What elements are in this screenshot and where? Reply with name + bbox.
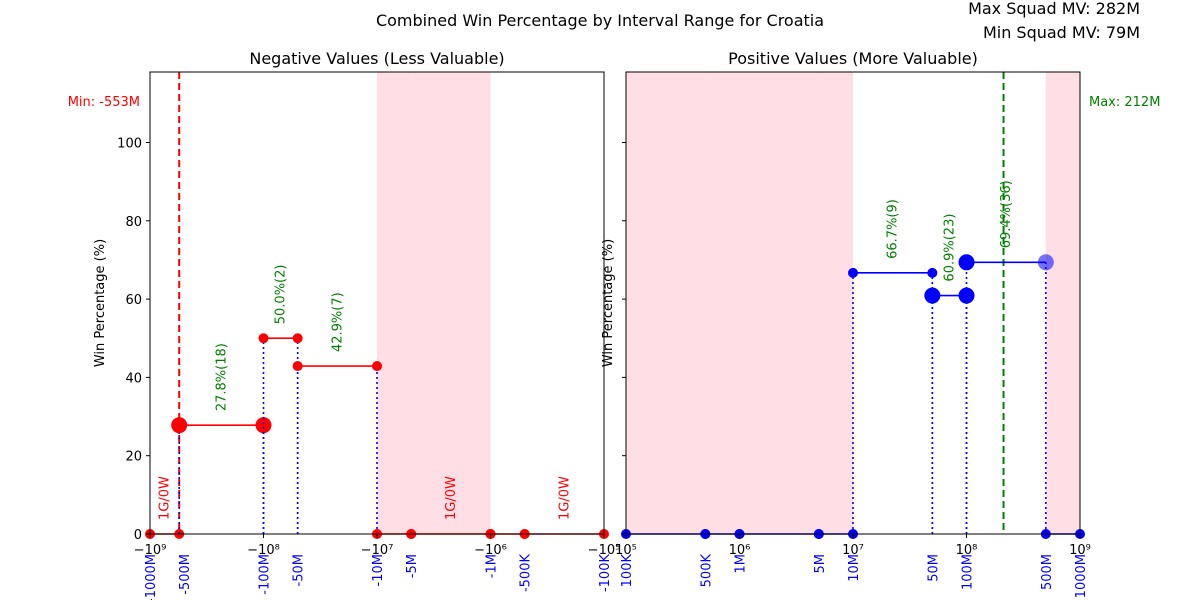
data-label: 1G/0W xyxy=(557,476,572,520)
panel-title: Positive Values (More Valuable) xyxy=(728,49,978,68)
range-tick-label: -100K xyxy=(598,554,613,593)
y-tick-label: 100 xyxy=(117,136,142,151)
data-label: 1G/0W xyxy=(444,476,459,520)
x-tick-label: −10⁶ xyxy=(474,543,507,558)
data-point xyxy=(255,417,272,434)
panel-title: Negative Values (Less Valuable) xyxy=(249,49,504,68)
x-tick-label: −10⁷ xyxy=(361,543,394,558)
data-label: 69.4%(36) xyxy=(999,180,1014,248)
data-label: 66.7%(9) xyxy=(886,199,901,259)
range-tick-label: -100M xyxy=(258,554,273,595)
reference-line-label: Min: -553M xyxy=(68,95,140,110)
range-tick-label: 100M xyxy=(961,554,976,590)
x-tick-label: −10⁹ xyxy=(134,543,167,558)
y-tick-label: 0 xyxy=(134,528,142,543)
data-point xyxy=(292,361,303,372)
panel-positive: Max: 212M 66.7%(9) 60.9%(23) 69.4%(36) Posit… xyxy=(601,49,1160,598)
range-tick-label: 5M xyxy=(813,554,828,574)
shaded-range xyxy=(1045,72,1080,534)
data-point xyxy=(958,254,975,271)
range-tick-label: 100K xyxy=(620,554,635,588)
range-tick-label: 1M xyxy=(734,554,749,574)
shaded-range xyxy=(739,72,819,534)
data-point xyxy=(848,267,858,278)
reference-line-label: Max: 212M xyxy=(1089,95,1160,110)
data-label: 50.0%(2) xyxy=(274,265,289,325)
range-tick-label: 50M xyxy=(926,554,941,582)
max-squad-note: Max Squad MV: 282M xyxy=(968,0,1140,18)
panel-negative: Min: -553M 1G/0W 27.8%(18) 50.0%(2) 42.9%(7)… xyxy=(68,49,621,600)
data-label: 60.9%(23) xyxy=(942,214,957,282)
data-label: 42.9%(7) xyxy=(330,292,345,352)
range-tick-label: -5M xyxy=(405,554,420,578)
range-tick-label: 1000M xyxy=(1074,554,1089,598)
data-point xyxy=(292,333,303,344)
range-tick-label: 500M xyxy=(1040,554,1055,590)
data-point xyxy=(1037,254,1054,271)
data-point xyxy=(958,287,975,304)
range-tick-label: -1000M xyxy=(144,554,159,600)
x-tick-label: 10⁵ xyxy=(615,543,637,558)
y-axis-label: Win Percentage (%) xyxy=(93,239,108,367)
range-tick-label: -500M xyxy=(178,554,193,595)
x-tick-label: 10⁷ xyxy=(842,543,864,558)
shaded-range xyxy=(705,72,740,534)
range-tick-label: -1M xyxy=(485,554,500,578)
x-tick-label: −10⁵ xyxy=(588,543,621,558)
data-point xyxy=(372,361,382,372)
range-tick-label: -10M xyxy=(371,554,386,586)
range-tick-label: 500K xyxy=(699,554,714,588)
y-axis-label: Win Percentage (%) xyxy=(601,239,616,367)
data-point xyxy=(258,333,269,344)
min-squad-note: Min Squad MV: 79M xyxy=(983,23,1140,42)
shaded-range xyxy=(411,72,491,534)
x-tick-label: 10⁹ xyxy=(1069,543,1091,558)
y-tick-label: 40 xyxy=(125,371,142,386)
range-tick-label: -50M xyxy=(292,554,307,586)
data-point xyxy=(927,267,938,278)
x-tick-label: −10⁸ xyxy=(247,543,280,558)
data-label: 1G/0W xyxy=(158,476,173,520)
x-tick-label: 10⁸ xyxy=(956,543,978,558)
shaded-range xyxy=(626,72,706,534)
y-tick-label: 80 xyxy=(125,215,142,230)
data-point xyxy=(924,287,941,304)
range-tick-label: 10M xyxy=(847,554,862,582)
shaded-range xyxy=(818,72,853,534)
range-tick-label: -500K xyxy=(519,554,534,593)
y-tick-label: 20 xyxy=(125,450,142,465)
data-label: 27.8%(18) xyxy=(214,343,229,411)
data-point xyxy=(171,417,188,434)
y-tick-label: 60 xyxy=(125,293,142,308)
x-tick-label: 10⁶ xyxy=(729,543,751,558)
figure-title: Combined Win Percentage by Interval Rang… xyxy=(376,11,824,30)
shaded-range xyxy=(377,72,412,534)
